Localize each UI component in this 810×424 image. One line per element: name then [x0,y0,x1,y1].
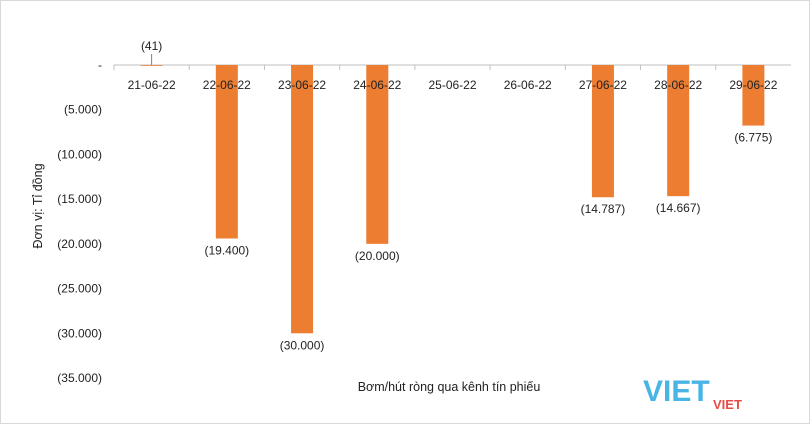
category-labels: 21-06-22 22-06-22 23-06-22 24-06-22 25-06-22… [113,65,778,92]
logo-text-main: VIET [643,375,710,408]
bar-data-label: (20.000) [355,249,400,263]
bar-data-label: (41) [141,39,162,53]
logo-sub-bg [709,395,755,411]
bar [591,65,614,198]
y-tick-label: (35.000) [57,371,102,385]
y-tick-label: (25.000) [57,282,102,296]
bar-data-label: (14.667) [656,201,701,215]
y-tick-label: (30.000) [57,326,102,340]
x-axis-title: Bơm/hút ròng qua kênh tín phiếu [358,380,541,394]
bar [667,65,690,197]
x-category-label: 26-06-22 [504,78,552,92]
y-tick-label: - [98,58,102,72]
x-category-label: 21-06-22 [128,78,176,92]
x-category-label: 25-06-22 [428,78,476,92]
y-axis-title: Đơn vị: Tỉ đồng [31,163,45,248]
bar [366,65,389,244]
y-tick-label: (10.000) [57,147,102,161]
bar [291,65,314,334]
logo-text-sub: VIET [713,397,742,412]
x-category-label: 22-06-22 [203,78,251,92]
x-category-label: 24-06-22 [353,78,401,92]
data-labels: (41) (19.400) (30.000) (20.000) (14.787) (14.… [141,39,772,352]
bar-data-label: (14.787) [581,202,626,216]
bar-data-label: (30.000) [280,338,325,352]
y-tick-label: (20.000) [57,237,102,251]
x-category-label: 28-06-22 [654,78,702,92]
x-category-label: 29-06-22 [729,78,777,92]
bar [215,65,238,239]
x-category-label: 27-06-22 [579,78,627,92]
bar-data-label: (19.400) [204,243,249,257]
bars [140,65,765,334]
y-tick-label: (5.000) [64,103,102,117]
vietnamnet-logo: VIET VIET [643,375,755,412]
bar [140,65,163,66]
y-tick-label: (15.000) [57,192,102,206]
x-category-label: 23-06-22 [278,78,326,92]
bar-data-label: (6.775) [734,131,772,145]
bar [742,65,765,126]
y-axis-ticks: - (5.000) (10.000) (15.000) (20.000) (25.000)… [57,58,102,385]
